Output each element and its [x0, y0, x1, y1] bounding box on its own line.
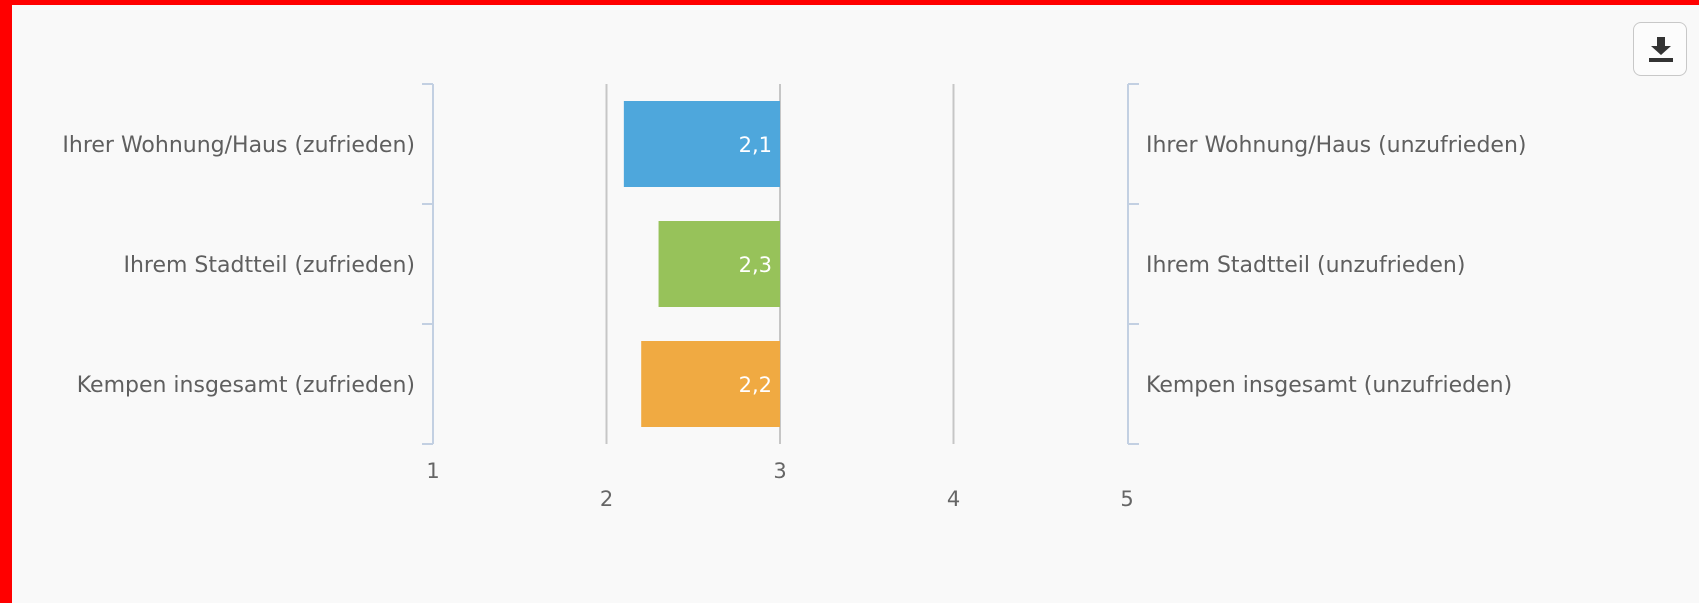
bar-1[interactable] — [623, 101, 780, 187]
download-icon — [1649, 37, 1673, 62]
x-tick-label-4: 4 — [947, 487, 960, 511]
labels: 2,1 Ihrer Wohnung/Haus (zufrieden) Ihrer W… — [62, 133, 1526, 511]
export-button[interactable] — [1633, 22, 1687, 76]
bars — [623, 101, 780, 427]
data-label-2: 2,3 — [739, 253, 772, 277]
x-tick-label-2: 2 — [600, 487, 613, 511]
right-category-label-2: Ihrem Stadtteil (unzufrieden) — [1146, 253, 1465, 278]
bar-2[interactable] — [658, 221, 780, 307]
chart-container — [12, 5, 1699, 603]
left-category-label-3: Kempen insgesamt (zufrieden) — [77, 373, 415, 398]
data-label-1: 2,1 — [739, 133, 772, 157]
right-category-label-3: Kempen insgesamt (unzufrieden) — [1146, 373, 1512, 398]
category-axes — [422, 83, 1139, 445]
x-tick-label-1: 1 — [426, 459, 439, 483]
data-label-3: 2,2 — [739, 373, 772, 397]
x-tick-label-3: 3 — [773, 459, 786, 483]
right-category-label-1: Ihrer Wohnung/Haus (unzufrieden) — [1146, 133, 1527, 158]
x-tick-label-5: 5 — [1120, 487, 1133, 511]
left-category-label-2: Ihrem Stadtteil (zufrieden) — [123, 253, 415, 278]
left-category-label-1: Ihrer Wohnung/Haus (zufrieden) — [62, 133, 415, 158]
bar-3[interactable] — [641, 341, 780, 427]
